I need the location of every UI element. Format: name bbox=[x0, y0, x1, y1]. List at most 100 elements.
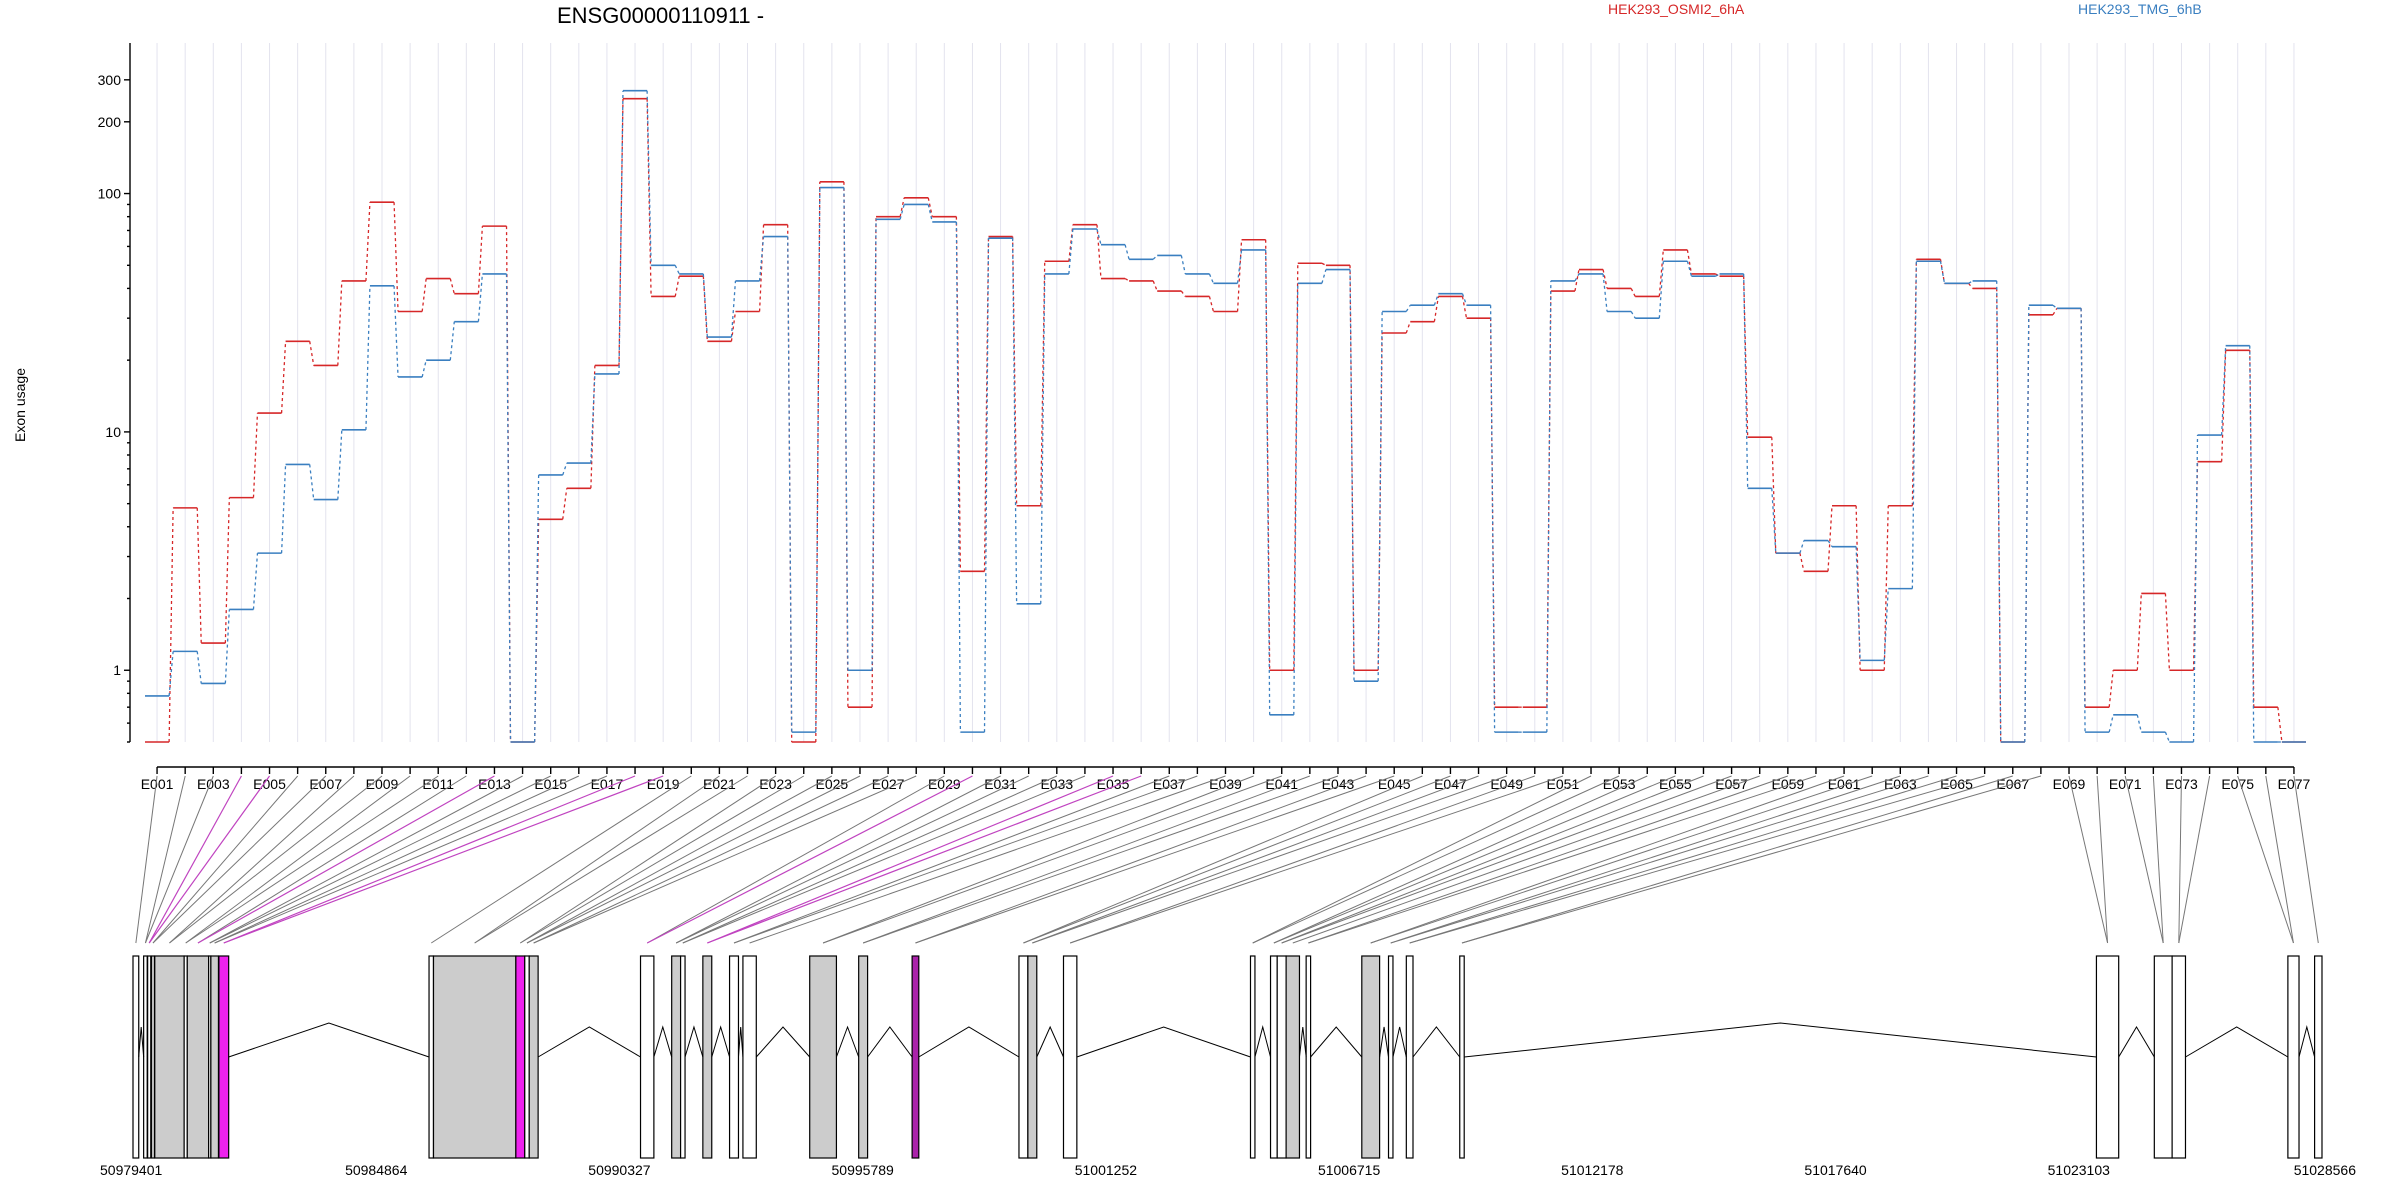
series-link bbox=[2024, 314, 2030, 743]
exon-connector bbox=[144, 775, 186, 944]
exon-connector bbox=[2178, 775, 2211, 944]
exon-connector bbox=[520, 775, 776, 944]
intron-line bbox=[1254, 1025, 1272, 1058]
series-link bbox=[955, 221, 962, 733]
exon-connector bbox=[197, 775, 495, 944]
x-tick-label: E063 bbox=[1884, 776, 1917, 792]
exon-connector bbox=[682, 775, 1086, 944]
series-link bbox=[2024, 305, 2030, 743]
x-tick-label: E039 bbox=[1209, 776, 1242, 792]
series-link bbox=[1349, 269, 1355, 682]
series-link bbox=[365, 285, 371, 430]
gene-model bbox=[132, 955, 2323, 1159]
exon-connector bbox=[197, 775, 467, 944]
exon-connector bbox=[1023, 775, 1451, 944]
intron-line bbox=[537, 1026, 641, 1058]
x-tick-label: E033 bbox=[1040, 776, 1073, 792]
exon-connector bbox=[707, 775, 1142, 944]
exon-box bbox=[1027, 955, 1038, 1159]
x-tick-label: E013 bbox=[478, 776, 511, 792]
series-link bbox=[1461, 293, 1468, 306]
gridlines bbox=[156, 43, 2295, 742]
exon-connector bbox=[2293, 775, 2319, 944]
exon-connector bbox=[520, 775, 805, 944]
series-link bbox=[1771, 437, 1777, 554]
intron-line bbox=[711, 1025, 731, 1058]
series-link bbox=[1068, 228, 1074, 274]
coordinate-label: 51006715 bbox=[1318, 1162, 1381, 1178]
series-link bbox=[1096, 228, 1102, 245]
intron-line bbox=[653, 1025, 673, 1058]
exon-connector bbox=[223, 775, 636, 944]
exon-connector bbox=[675, 775, 1029, 944]
exon-connector bbox=[1308, 775, 1789, 944]
intron-line bbox=[2118, 1026, 2155, 1058]
exon-connector bbox=[474, 775, 748, 944]
exon-connector bbox=[2096, 775, 2109, 944]
exon-box bbox=[515, 955, 526, 1159]
exon-connector bbox=[1370, 775, 1845, 944]
exon-connector bbox=[1023, 775, 1423, 944]
series-link bbox=[983, 236, 990, 572]
series-link bbox=[196, 507, 202, 644]
series-link bbox=[618, 90, 624, 374]
exon-connector bbox=[144, 775, 214, 944]
exon-connector bbox=[152, 775, 299, 944]
exon-connector bbox=[862, 775, 1311, 944]
exon-connector bbox=[1032, 775, 1479, 944]
series-link bbox=[758, 236, 765, 281]
x-tick-label: E019 bbox=[647, 776, 680, 792]
exon-box bbox=[186, 955, 210, 1159]
coordinate-label: 50990327 bbox=[588, 1162, 651, 1178]
exon-box bbox=[742, 955, 757, 1159]
exon-connector bbox=[152, 775, 327, 944]
exon-connector bbox=[526, 775, 861, 944]
x-tick-label: E007 bbox=[309, 776, 342, 792]
series-link bbox=[309, 341, 315, 366]
exon-connector bbox=[1461, 775, 2042, 944]
series-link bbox=[2052, 304, 2058, 309]
exon-connector bbox=[1409, 775, 1985, 944]
x-tick-label: E009 bbox=[366, 776, 399, 792]
series-link bbox=[1152, 280, 1158, 292]
x-axis-ticks: E001 E003 E005 E007 E009 E011 E013 E015 E017 E019… bbox=[141, 767, 2311, 792]
exon-box bbox=[132, 955, 140, 1159]
x-tick-label: E045 bbox=[1378, 776, 1411, 792]
series-link bbox=[365, 202, 371, 281]
exon-box bbox=[1276, 955, 1287, 1159]
intron-line bbox=[1310, 1026, 1363, 1058]
series-link bbox=[1827, 540, 1833, 548]
series-link bbox=[562, 488, 568, 520]
coordinate-label: 51012178 bbox=[1561, 1162, 1624, 1178]
series-link bbox=[1124, 277, 1130, 282]
exon-connector bbox=[822, 775, 1254, 944]
coordinate-label: 51023103 bbox=[2048, 1162, 2111, 1178]
intron-line bbox=[835, 1025, 860, 1058]
series-link bbox=[1996, 280, 2002, 743]
exon-connector bbox=[1292, 775, 1760, 944]
exon-connector bbox=[430, 775, 692, 944]
x-tick-label: E027 bbox=[872, 776, 905, 792]
series-link bbox=[252, 553, 259, 610]
exon-box bbox=[528, 955, 539, 1159]
series-link bbox=[533, 519, 540, 743]
series-link bbox=[1321, 262, 1327, 266]
series-link bbox=[927, 204, 933, 223]
exon-box bbox=[524, 955, 530, 1159]
exon-box bbox=[702, 955, 713, 1159]
series-link bbox=[252, 412, 259, 498]
exon-connector bbox=[209, 775, 551, 944]
exon-box bbox=[147, 955, 152, 1159]
exon-connector bbox=[214, 775, 580, 944]
x-tick-label: E077 bbox=[2278, 776, 2311, 792]
exon-box bbox=[2287, 955, 2300, 1159]
intron-line bbox=[138, 1026, 145, 1058]
exon-box bbox=[2153, 955, 2173, 1159]
exon-box bbox=[858, 955, 869, 1159]
series-link bbox=[1686, 261, 1693, 277]
exon-box bbox=[1062, 955, 1078, 1159]
series-link bbox=[1405, 321, 1411, 334]
legend-entry-tmg: HEK293_TMG_6hB bbox=[2078, 1, 2202, 17]
series-link bbox=[1011, 238, 1018, 604]
series-link bbox=[393, 202, 399, 312]
